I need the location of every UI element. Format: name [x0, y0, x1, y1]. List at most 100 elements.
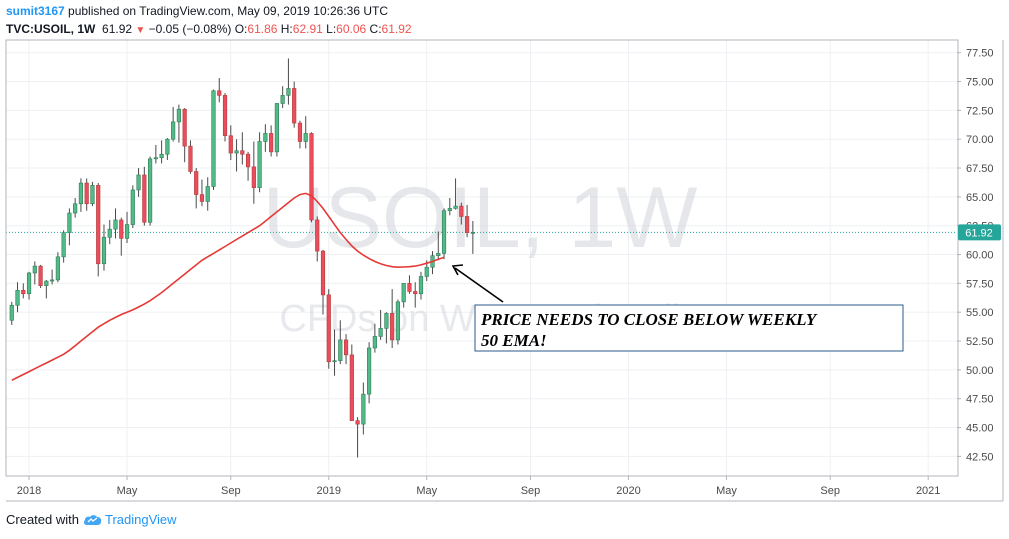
candle-body-up — [441, 210, 447, 254]
price-tick-label: 77.50 — [966, 48, 994, 60]
candle-body-up — [378, 328, 383, 337]
candle — [107, 219, 112, 245]
candle-body-up — [171, 121, 176, 140]
candle-body-down — [326, 294, 331, 363]
time-tick-label: 2019 — [317, 485, 341, 497]
candle-body-up — [32, 265, 37, 274]
candle — [176, 104, 181, 143]
candle — [315, 216, 320, 262]
candle — [78, 178, 84, 212]
candle-body-down — [349, 354, 354, 421]
candle-body-down — [222, 95, 228, 137]
price-tick-label: 67.50 — [966, 163, 994, 175]
candle — [326, 289, 331, 369]
annotation-line-2: 50 EMA! — [481, 331, 547, 350]
candle-body-up — [165, 138, 170, 155]
candle-body-up — [211, 90, 216, 187]
candle-body-up — [50, 279, 55, 282]
candle-body-up — [67, 212, 72, 233]
candle-body-down — [199, 194, 205, 202]
annotation-arrow[interactable] — [451, 264, 504, 303]
price-tick-label: 75.00 — [966, 77, 994, 89]
price-tick-label: 50.00 — [966, 365, 994, 377]
annotation[interactable]: PRICE NEEDS TO CLOSE BELOW WEEKLY 50 EMA… — [474, 304, 904, 352]
username-link[interactable]: sumit3167 — [6, 4, 65, 18]
open-label: O: — [234, 22, 248, 36]
candle — [73, 198, 78, 218]
time-tick-label: 2018 — [17, 485, 41, 497]
candle — [90, 181, 95, 207]
tradingview-cloud-icon — [83, 514, 102, 525]
candle — [113, 208, 118, 239]
price-axis[interactable]: 77.5075.0072.5070.0067.5065.0062.5060.00… — [957, 48, 994, 464]
candle — [67, 208, 72, 246]
candle-body-up — [453, 205, 458, 209]
candle — [407, 275, 412, 294]
candle-body-up — [263, 133, 268, 142]
candle — [280, 86, 285, 109]
open-value: 61.86 — [247, 22, 278, 36]
annotation-arrow-head — [451, 264, 464, 276]
candle — [367, 342, 372, 404]
candle-body-down — [188, 145, 193, 172]
candle — [217, 78, 222, 103]
candle-body-up — [332, 360, 337, 363]
candle — [441, 208, 447, 260]
candle — [194, 168, 199, 209]
candle-body-up — [101, 236, 107, 265]
candle-body-down — [142, 174, 147, 223]
candle-body-down — [251, 166, 256, 188]
candle — [222, 93, 228, 142]
candle-body-up — [234, 150, 239, 154]
close-label: C: — [369, 22, 382, 36]
candle — [199, 179, 205, 207]
candle-body-up — [280, 95, 285, 104]
candle-body-down — [228, 135, 233, 154]
candle-body-down — [21, 289, 26, 295]
change-value: −0.05 (−0.08%) — [148, 22, 232, 36]
candle-body-down — [217, 90, 222, 96]
candle — [286, 58, 291, 105]
candle-body-down — [355, 420, 360, 425]
created-with-label: Created with — [6, 512, 79, 527]
price-tick-label: 72.50 — [966, 105, 994, 117]
candle — [38, 264, 43, 288]
candle — [101, 224, 107, 271]
candle-body-up — [113, 219, 118, 230]
candle — [355, 417, 360, 458]
last-price-badge: 61.92 — [958, 224, 1001, 241]
candle-body-down — [459, 205, 464, 217]
candle-body-up — [130, 189, 135, 225]
annotation-box[interactable] — [474, 304, 904, 352]
candle — [228, 125, 233, 160]
candle-body-up — [148, 158, 153, 223]
candle-body-up — [401, 283, 406, 303]
candle-body-down — [390, 313, 395, 341]
candle — [124, 211, 130, 244]
candle — [465, 204, 470, 238]
candle-body-down — [245, 153, 251, 168]
time-tick-label: May — [117, 485, 138, 497]
candle-body-down — [119, 219, 124, 239]
ohlc-legend: TVC:USOIL, 1W 61.92 ▼ −0.05 (−0.08%) O:6… — [6, 22, 412, 36]
candle — [372, 323, 377, 353]
high-value: 62.91 — [292, 22, 323, 36]
watermark-symbol: USOIL, 1W — [263, 170, 698, 266]
candle-body-up — [338, 339, 343, 361]
candle-body-down — [407, 283, 412, 292]
time-axis[interactable]: 2018 May Sep 2019 May Sep 2020 May Sep 2021 — [17, 476, 941, 497]
candle-body-down — [96, 185, 101, 265]
candle-body-down — [240, 150, 245, 155]
candle — [205, 177, 210, 211]
publish-info: sumit3167 published on TradingView.com, … — [6, 4, 388, 18]
candle-body-up — [26, 272, 32, 295]
candle-body-up — [418, 276, 424, 295]
candle-body-down — [269, 133, 274, 153]
last-price-badge-text: 61.92 — [965, 227, 993, 239]
tradingview-logo[interactable]: TradingView — [83, 512, 177, 527]
candle — [297, 120, 303, 149]
candle — [9, 301, 14, 325]
candle — [188, 140, 193, 174]
low-value: 60.06 — [336, 22, 367, 36]
